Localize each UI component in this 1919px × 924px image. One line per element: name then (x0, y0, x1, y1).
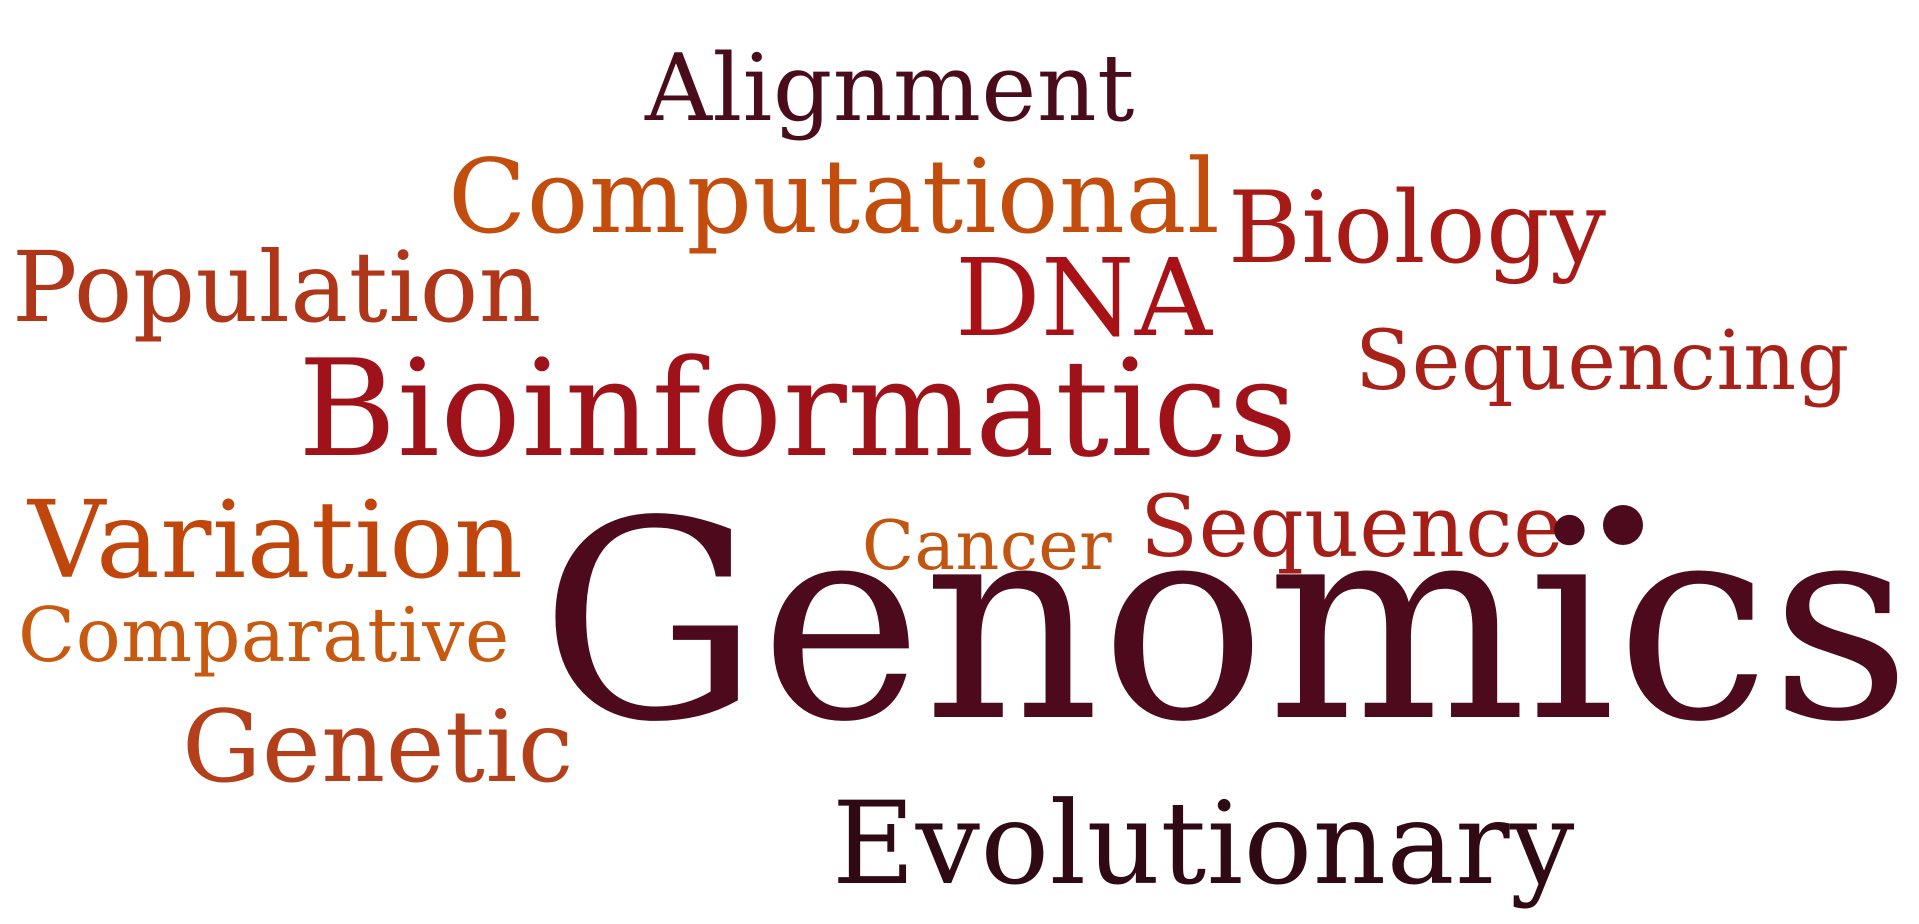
word-bioinformatics: Bioinformatics (298, 331, 1298, 488)
word-sequence: Sequence (1140, 477, 1565, 577)
word-genetic: Genetic (182, 690, 574, 806)
word-comparative: Comparative (18, 591, 510, 679)
word-sequencing: Sequencing (1355, 313, 1850, 409)
word-variation: Variation (28, 479, 524, 604)
word-computational: Computational (448, 137, 1221, 257)
word-dna: DNA (955, 236, 1213, 361)
word-evolutionary: Evolutionary (832, 777, 1575, 911)
word-genomics: Genomics (540, 461, 1912, 782)
word-biology: Biology (1228, 171, 1607, 287)
word-alignment: Alignment (645, 33, 1135, 142)
word-population: Population (12, 231, 542, 345)
decorative-dot (1603, 505, 1643, 545)
word-cancer: Cancer (862, 507, 1113, 586)
